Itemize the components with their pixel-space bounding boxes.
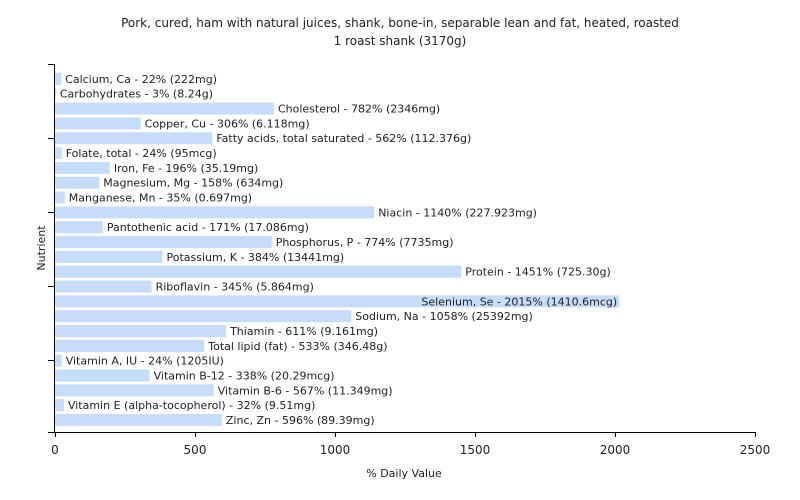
bar-label-vitamin-e-alpha-tocopherol: Vitamin E (alpha-tocopherol) - 32% (9.51…	[68, 399, 315, 412]
bar-protein	[55, 265, 462, 278]
bar-cholesterol	[55, 102, 274, 115]
bar-carbohydrates	[55, 87, 56, 100]
bar-label-sodium-na: Sodium, Na - 1058% (25392mg)	[355, 310, 533, 323]
bar-copper-cu	[55, 117, 141, 130]
bar-label-riboflavin: Riboflavin - 345% (5.864mg)	[156, 281, 314, 294]
x-tick-label-2000: 2000	[600, 443, 631, 457]
bar-riboflavin	[55, 280, 152, 293]
bar-label-total-lipid-fat: Total lipid (fat) - 533% (346.48g)	[207, 340, 387, 353]
chart-subtitle: 1 roast shank (3170g)	[334, 34, 467, 48]
x-ticks-group: 0 500 1000 1500 2000 2500	[51, 432, 770, 457]
bar-label-pantothenic-acid: Pantothenic acid - 171% (17.086mg)	[107, 221, 309, 234]
bar-folate-total	[55, 147, 62, 160]
bar-label-selenium-se: Selenium, Se - 2015% (1410.6mcg)	[421, 295, 617, 308]
bars-group	[55, 72, 620, 427]
bar-pantothenic-acid	[55, 221, 103, 234]
bar-label-vitamin-b-12: Vitamin B-12 - 338% (20.29mcg)	[154, 370, 335, 383]
bar-vitamin-e-alpha-tocopherol	[55, 399, 64, 412]
bar-label-vitamin-b-6: Vitamin B-6 - 567% (11.349mg)	[218, 384, 393, 397]
bar-total-lipid-fat	[55, 339, 205, 352]
bar-label-iron-fe: Iron, Fe - 196% (35.19mg)	[114, 162, 258, 175]
x-tick-label-500: 500	[184, 443, 207, 457]
bar-label-copper-cu: Copper, Cu - 306% (6.118mg)	[145, 117, 310, 130]
bar-magnesium-mg	[55, 176, 100, 189]
bar-label-calcium-ca: Calcium, Ca - 22% (222mg)	[65, 73, 217, 86]
x-tick-label-2500: 2500	[740, 443, 771, 457]
bar-labels-group: Calcium, Ca - 22% (222mg) Carbohydrates -…	[60, 73, 617, 427]
x-axis-label: % Daily Value	[366, 467, 442, 480]
bar-sodium-na	[55, 310, 352, 323]
bar-label-manganese-mn: Manganese, Mn - 35% (0.697mg)	[69, 192, 252, 205]
bar-label-cholesterol: Cholesterol - 782% (2346mg)	[278, 103, 440, 116]
bar-label-folate-total: Folate, total - 24% (95mcg)	[66, 147, 217, 160]
bar-label-potassium-k: Potassium, K - 384% (13441mg)	[167, 251, 345, 264]
bar-label-phosphorus-p: Phosphorus, P - 774% (7735mg)	[276, 236, 454, 249]
bar-label-protein: Protein - 1451% (725.30g)	[465, 266, 611, 279]
x-tick-label-1000: 1000	[320, 443, 351, 457]
bar-vitamin-a-iu	[55, 354, 62, 367]
bar-fatty-acids-total-saturated	[55, 132, 213, 145]
bar-label-niacin: Niacin - 1140% (227.923mg)	[378, 206, 537, 219]
bar-phosphorus-p	[55, 236, 272, 249]
bar-niacin	[55, 206, 375, 219]
bar-label-carbohydrates: Carbohydrates - 3% (8.24g)	[60, 88, 213, 101]
bar-label-thiamin: Thiamin - 611% (9.161mg)	[229, 325, 378, 338]
bar-potassium-k	[55, 250, 163, 263]
bar-iron-fe	[55, 161, 110, 174]
bar-label-magnesium-mg: Magnesium, Mg - 158% (634mg)	[103, 177, 283, 190]
bar-thiamin	[55, 325, 227, 338]
y-axis-label: Nutrient	[35, 225, 48, 271]
bar-label-vitamin-a-iu: Vitamin A, IU - 24% (1205IU)	[66, 355, 224, 368]
x-tick-label-1500: 1500	[460, 443, 491, 457]
bar-manganese-mn	[55, 191, 65, 204]
bar-selenium-se	[55, 295, 620, 308]
y-ticks-group	[48, 64, 55, 433]
chart-title: Pork, cured, ham with natural juices, sh…	[121, 16, 679, 30]
bar-label-zinc-zn: Zinc, Zn - 596% (89.39mg)	[226, 414, 375, 427]
x-tick-label-0: 0	[51, 443, 59, 457]
bar-zinc-zn	[55, 414, 222, 427]
bar-label-fatty-acids-total-saturated: Fatty acids, total saturated - 562% (112…	[216, 132, 471, 145]
bar-calcium-ca	[55, 72, 62, 85]
bar-vitamin-b-12	[55, 369, 150, 382]
bar-vitamin-b-6	[55, 384, 214, 397]
